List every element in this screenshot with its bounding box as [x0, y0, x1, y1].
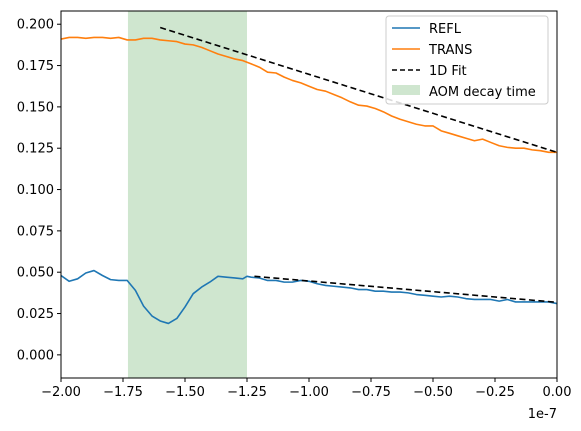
y-tick-label: 0.000 — [17, 348, 54, 363]
x-offset-label: 1e-7 — [528, 407, 557, 422]
y-tick-label: 0.075 — [17, 224, 54, 239]
x-ticks: −2.00 −1.75 −1.50 −1.25 −1.00 −0.75 −0.50 −0.25… — [41, 378, 571, 400]
y-tick-label: 0.025 — [17, 307, 54, 322]
legend-label-trans: TRANS — [428, 43, 472, 58]
y-tick-label: 0.125 — [17, 142, 54, 157]
legend: REFL TRANS 1D Fit AOM decay time — [385, 15, 549, 105]
x-tick-label: −1.75 — [103, 385, 143, 400]
legend-swatch-aom — [392, 85, 420, 95]
series-layer — [61, 26, 557, 325]
y-tick-label: 0.175 — [17, 59, 54, 74]
series-line-1d-fit-2 — [254, 275, 557, 304]
y-tick-label: 0.150 — [17, 100, 54, 115]
x-tick-label: −2.00 — [41, 385, 81, 400]
series-line-trans — [61, 36, 557, 154]
legend-label-refl: REFL — [429, 22, 462, 37]
x-tick-label: 0.00 — [543, 385, 572, 400]
series-line-1d-fit-1 — [159, 26, 557, 154]
y-tick-label: 0.100 — [17, 183, 54, 198]
legend-label-fit: 1D Fit — [429, 64, 467, 79]
x-tick-label: −0.25 — [475, 385, 515, 400]
aom-decay-region — [127, 11, 247, 378]
x-tick-label: −1.25 — [227, 385, 267, 400]
y-tick-label: 0.200 — [17, 18, 54, 33]
x-tick-label: −0.75 — [351, 385, 391, 400]
x-tick-label: −1.00 — [289, 385, 329, 400]
legend-label-aom: AOM decay time — [429, 85, 536, 100]
y-ticks: 0.000 0.025 0.050 0.075 0.100 0.125 0.150 0.175… — [17, 18, 61, 363]
y-tick-label: 0.050 — [17, 266, 54, 281]
shaded-region-layer — [127, 11, 247, 378]
x-tick-label: −1.50 — [165, 385, 205, 400]
x-tick-label: −0.50 — [413, 385, 453, 400]
legend-box — [385, 15, 549, 105]
